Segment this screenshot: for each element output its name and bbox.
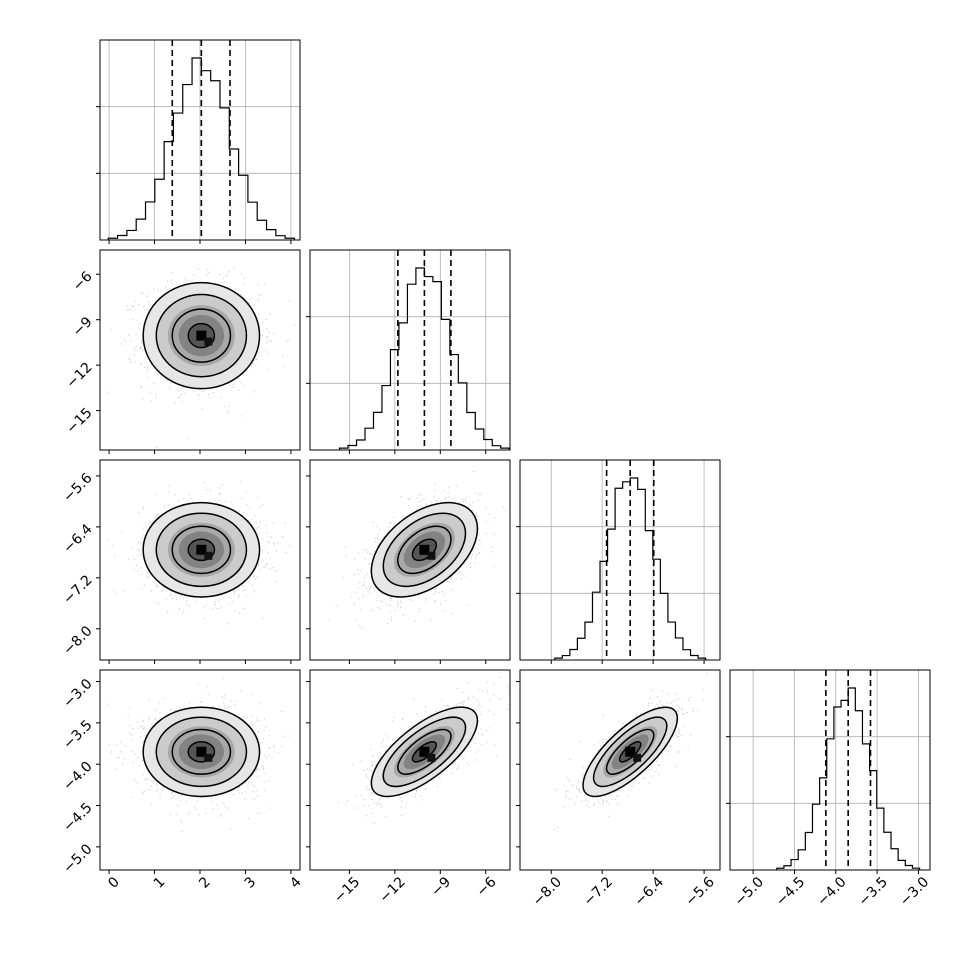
contour-line-1 [382, 512, 467, 588]
histogram-panel-0 [96, 39, 301, 241]
contour-line-1 [592, 716, 668, 788]
scatter-panel-3-1 [309, 669, 511, 871]
x-tick-label: −3.0 [897, 874, 932, 909]
density-peak [204, 753, 213, 762]
y-tick-label: −7.2 [60, 572, 95, 607]
panel-frame [309, 249, 511, 451]
x-tick-label: −7.2 [581, 874, 616, 909]
x-tick-label: 0 [105, 874, 123, 892]
scatter-panel-2-1 [309, 459, 511, 661]
x-tick-label: −15 [331, 874, 363, 906]
y-tick-label: −5.6 [60, 470, 95, 505]
panel-frame [729, 669, 931, 871]
density-peak [625, 746, 636, 757]
density-peak [196, 330, 207, 341]
x-tick-label: −6.4 [632, 874, 667, 909]
y-tick-label: −5.0 [60, 841, 95, 876]
contour-line-2 [397, 525, 452, 575]
x-tick-label: −6 [474, 874, 500, 900]
contour-line-2 [171, 728, 232, 775]
contour-line-0 [142, 501, 261, 598]
panel-frame [309, 669, 511, 871]
scatter-panel-3-0 [99, 669, 301, 871]
x-tick-label: −5.0 [732, 874, 767, 909]
density-peak [419, 746, 430, 757]
density-peak [196, 746, 207, 757]
x-tick-label: −12 [376, 874, 408, 906]
histogram-panel-3 [726, 669, 931, 871]
contour-line-3 [187, 538, 216, 562]
panel-frame [519, 459, 721, 661]
y-tick-label: −4.0 [60, 759, 95, 794]
panel-background [730, 670, 930, 870]
density-peak [633, 753, 642, 762]
density-peak [427, 551, 436, 560]
contour-line-1 [155, 293, 248, 378]
scatter-points [328, 470, 507, 629]
y-tick-label: −6 [70, 269, 96, 295]
scatter-panel-3-2 [519, 669, 721, 871]
density-peak [204, 337, 213, 346]
density-peak [196, 544, 207, 555]
x-tick-label: 2 [196, 874, 214, 892]
contour-line-0 [582, 706, 679, 798]
y-tick-label: −12 [63, 359, 95, 391]
x-tick-label: 4 [287, 874, 305, 892]
y-tick-label: −3.5 [60, 717, 95, 752]
x-tick-label: −9 [428, 874, 454, 900]
x-tick-label: −3.5 [856, 874, 891, 909]
density-peak [427, 753, 436, 762]
x-tick-label: −4.5 [773, 874, 808, 909]
contour-line-3 [187, 741, 216, 763]
contour-line-1 [155, 716, 248, 788]
x-tick-label: −8.0 [530, 874, 565, 909]
y-tick-label: −9 [70, 314, 96, 340]
panel-background [310, 250, 510, 450]
scatter-points [107, 678, 289, 832]
y-tick-label: −8.0 [60, 623, 95, 658]
y-tick-label: −4.5 [60, 800, 95, 835]
contour-line-1 [155, 512, 248, 588]
scatter-panel-2-0 [99, 459, 301, 661]
contour-line-0 [142, 281, 261, 390]
contour-line-0 [370, 706, 479, 798]
histogram-step-2 [554, 477, 707, 660]
density-peak [204, 551, 213, 560]
x-tick-label: 3 [242, 874, 260, 892]
contour-line-0 [142, 706, 261, 798]
contour-line-2 [171, 308, 232, 363]
histogram-panel-2 [516, 459, 721, 661]
y-tick-label: −3.0 [60, 676, 95, 711]
density-peak [419, 544, 430, 555]
contour-line-2 [397, 728, 452, 775]
histogram-panel-1 [306, 249, 511, 451]
contour-line-1 [382, 716, 467, 788]
panel-frame [309, 459, 511, 661]
contour-line-2 [171, 525, 232, 575]
contour-line-0 [370, 501, 479, 598]
panel-background [520, 460, 720, 660]
y-tick-label: −15 [63, 405, 95, 437]
x-tick-label: −4.0 [814, 874, 849, 909]
panel-frame [519, 669, 721, 871]
x-tick-label: −5.6 [683, 874, 718, 909]
x-tick-label: 1 [151, 874, 169, 892]
contour-line-3 [187, 322, 216, 349]
scatter-panel-1-0 [99, 249, 301, 451]
y-tick-label: −6.4 [60, 521, 95, 556]
